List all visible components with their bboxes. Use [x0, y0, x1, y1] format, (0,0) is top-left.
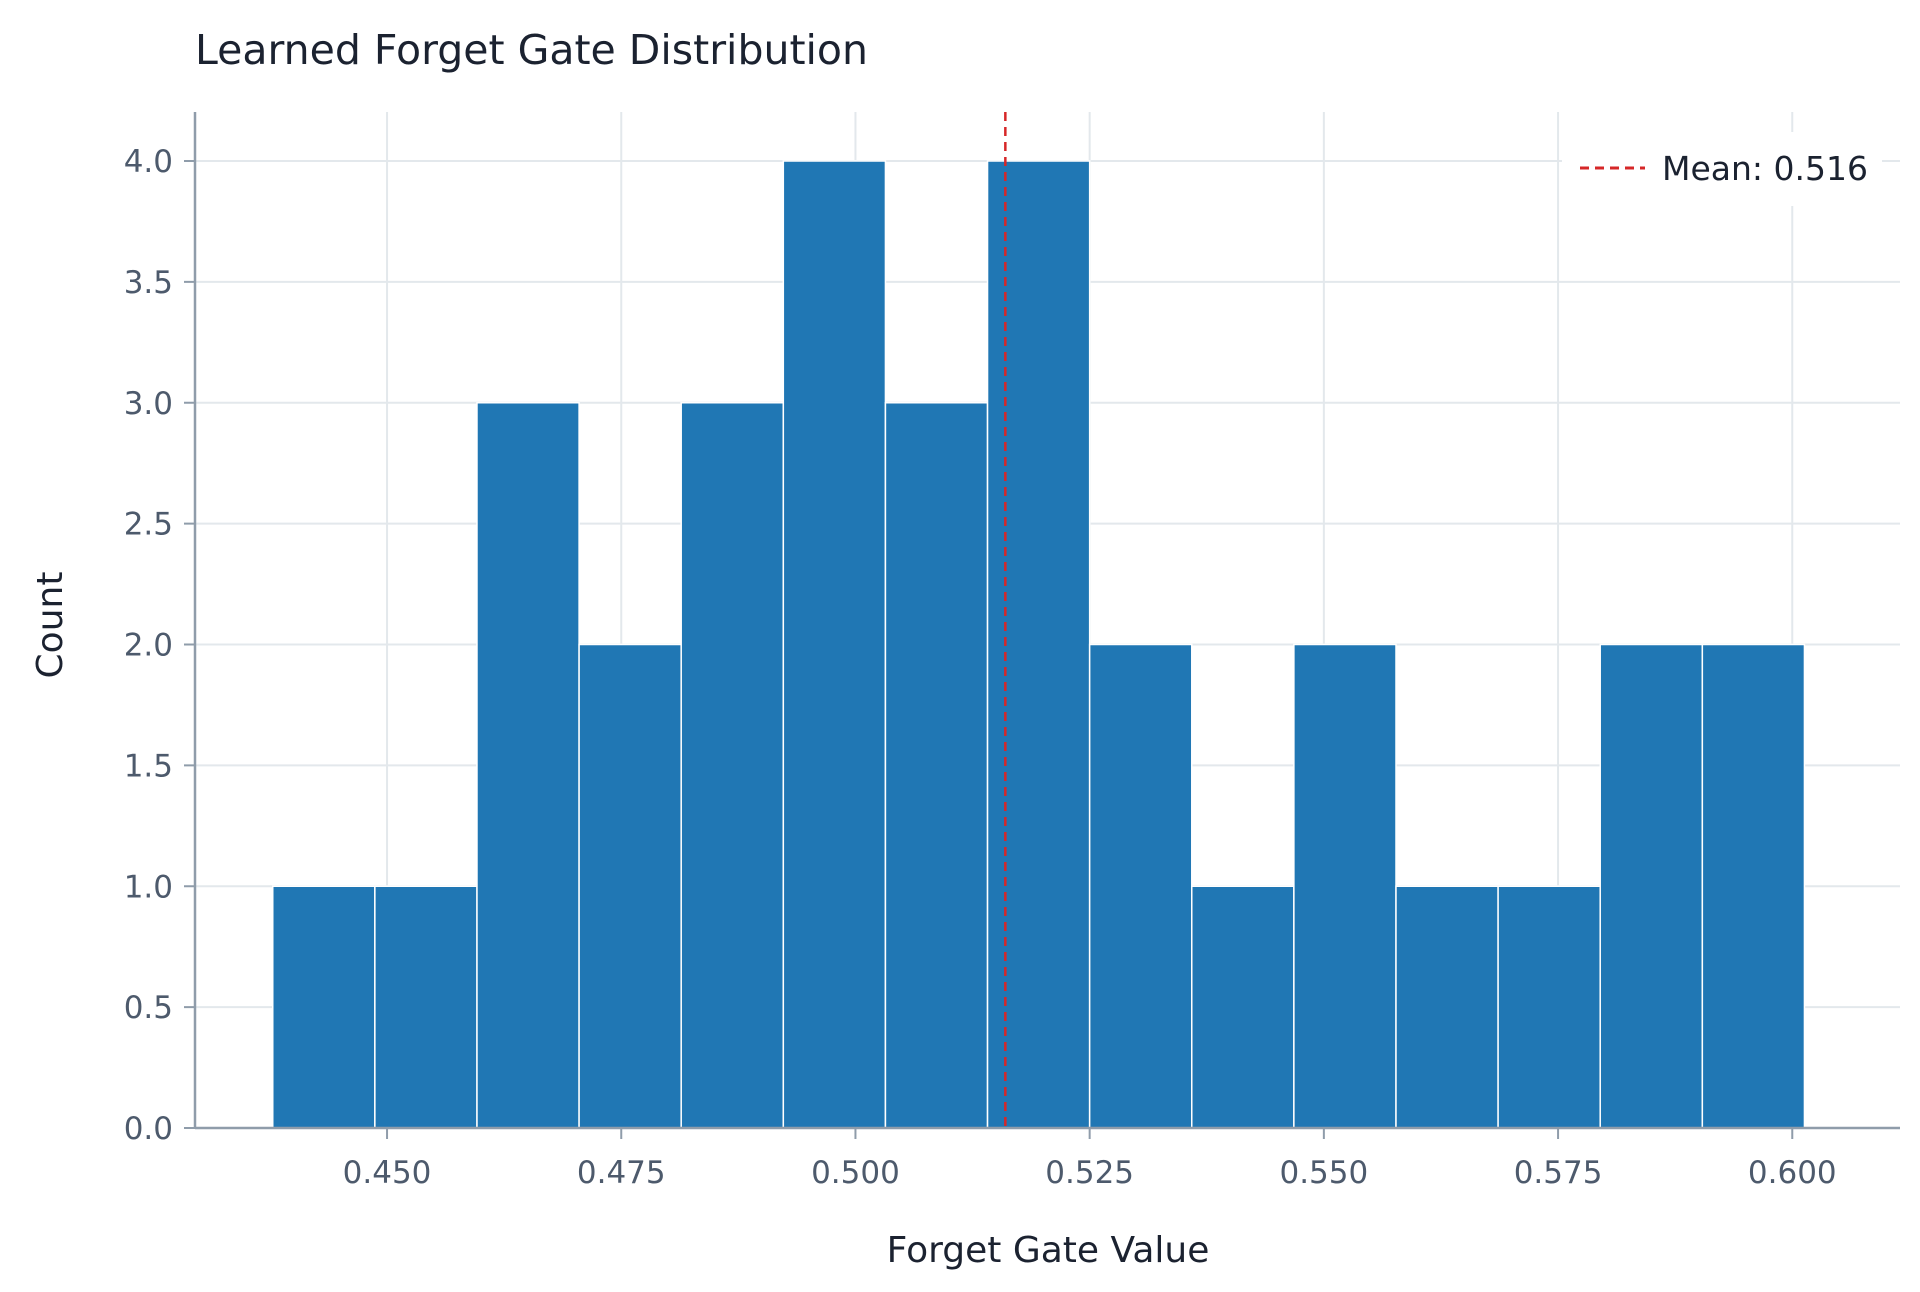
histogram-bar	[272, 885, 376, 1129]
y-tick-label: 0.5	[124, 990, 173, 1026]
axes	[184, 112, 1900, 1139]
x-tick-label: 0.450	[343, 1155, 432, 1191]
histogram-bar	[1088, 643, 1193, 1129]
histogram-bar	[884, 402, 989, 1129]
histogram-bar	[1293, 643, 1397, 1129]
histogram-bar	[1599, 643, 1704, 1129]
histogram-bar	[1701, 643, 1806, 1129]
legend-mean-label: Mean: 0.516	[1662, 149, 1868, 188]
y-tick-label: 0.0	[124, 1111, 173, 1147]
x-tick-label: 0.550	[1279, 1155, 1368, 1191]
y-tick-label: 1.5	[124, 748, 173, 784]
y-tick-label: 3.5	[124, 265, 173, 301]
histogram-bar	[986, 160, 1091, 1129]
histogram-bar	[680, 402, 785, 1129]
x-tick-label: 0.500	[811, 1155, 900, 1191]
tick-labels: 0.0 0.5 1.0 1.5 2.0 2.5 3.0 3.5 4.0 0.450 0.475 0.5…	[124, 144, 1837, 1191]
histogram-bar	[1497, 885, 1601, 1129]
y-tick-label: 3.0	[124, 386, 173, 422]
y-tick-label: 1.0	[124, 869, 173, 905]
histogram-bar	[1191, 885, 1295, 1129]
x-axis-label: Forget Gate Value	[887, 1230, 1210, 1271]
histogram-bars	[272, 160, 1806, 1129]
x-tick-label: 0.475	[577, 1155, 666, 1191]
x-tick-label: 0.575	[1514, 1155, 1603, 1191]
histogram-bar	[782, 160, 887, 1129]
y-tick-label: 2.0	[124, 628, 173, 664]
legend: Mean: 0.516	[1562, 132, 1882, 206]
y-tick-label: 2.5	[124, 507, 173, 543]
y-axis-label: Count	[30, 572, 71, 679]
histogram-bar	[578, 643, 682, 1129]
histogram-bar	[476, 402, 580, 1129]
histogram-bar	[1395, 885, 1499, 1129]
y-tick-label: 4.0	[124, 144, 173, 180]
x-tick-label: 0.525	[1045, 1155, 1134, 1191]
x-tick-label: 0.600	[1748, 1155, 1837, 1191]
chart-title: Learned Forget Gate Distribution	[195, 26, 868, 74]
histogram-bar	[374, 885, 478, 1129]
